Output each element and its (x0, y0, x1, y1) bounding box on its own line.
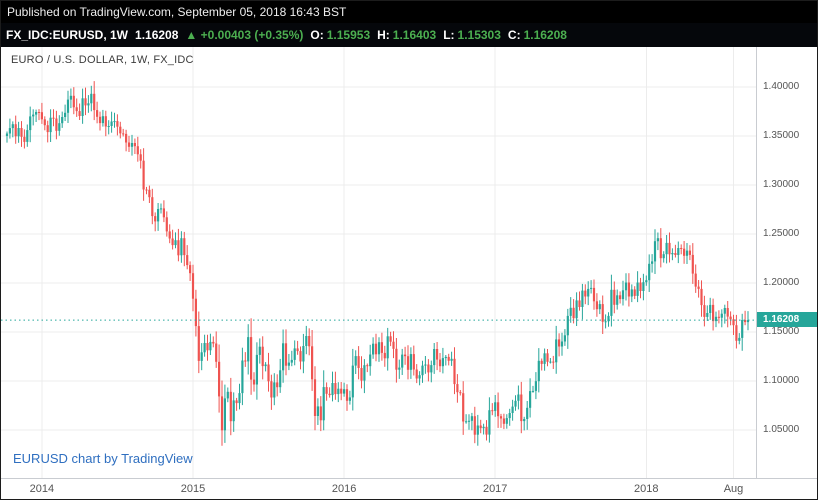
open-value: 1.15953 (326, 28, 371, 42)
y-axis-label: 1.30000 (763, 179, 800, 190)
last-price-value: 1.16208 (135, 28, 179, 42)
ohlc-low: L: 1.15303 (443, 28, 501, 42)
open-label: O: (310, 28, 324, 42)
y-axis-label: 1.40000 (763, 81, 800, 92)
y-axis-label: 1.15000 (763, 326, 800, 337)
time-axis[interactable]: 2014 2015 2016 2017 2018 Aug (1, 478, 817, 499)
symbol-info-bar: FX_IDC:EURUSD, 1W 1.16208 ▲ +0.00403 (+0… (1, 23, 817, 47)
close-value: 1.16208 (523, 28, 567, 42)
candlestick-plot[interactable]: EURO / U.S. DOLLAR, 1W, FX_IDC EURUSD ch… (1, 47, 757, 478)
low-label: L: (443, 28, 455, 42)
chart-area: EURO / U.S. DOLLAR, 1W, FX_IDC EURUSD ch… (1, 47, 817, 478)
x-axis-label: 2016 (331, 483, 357, 495)
ohlc-close: C: 1.16208 (508, 28, 567, 42)
high-label: H: (377, 28, 390, 42)
symbol-name: FX_IDC:EURUSD, 1W (6, 28, 129, 42)
y-axis-label: 1.25000 (763, 228, 800, 239)
high-value: 1.16403 (392, 28, 437, 42)
y-axis-label: 1.35000 (763, 130, 800, 141)
candlestick-chart[interactable] (1, 47, 756, 478)
tradingview-attribution-link[interactable]: EURUSD chart by TradingView (13, 451, 193, 466)
x-axis-label: 2017 (482, 483, 508, 495)
low-value: 1.15303 (457, 28, 501, 42)
x-axis-label: 2014 (29, 483, 55, 495)
chart-title: EURO / U.S. DOLLAR, 1W, FX_IDC (11, 54, 194, 66)
ohlc-high: H: 1.16403 (377, 28, 436, 42)
price-axis[interactable]: 1.16208 1.40000 1.35000 1.30000 1.25000 1.20… (757, 47, 817, 478)
up-arrow-icon: ▲ (185, 28, 198, 42)
published-caption: Published on TradingView.com, September … (1, 1, 817, 23)
y-axis-label: 1.10000 (763, 375, 800, 386)
x-axis-label: 2015 (180, 483, 206, 495)
y-axis-label: 1.20000 (763, 277, 800, 288)
x-axis-label: Aug (723, 483, 744, 495)
last-price-axis-label: 1.16208 (757, 312, 817, 328)
x-axis-label: 2018 (634, 483, 659, 495)
ohlc-open: O: 1.15953 (310, 28, 370, 42)
y-axis-label: 1.05000 (763, 424, 800, 435)
change-value: +0.00403 (+0.35%) (200, 28, 304, 42)
close-label: C: (507, 28, 521, 42)
price-change: ▲ +0.00403 (+0.35%) (185, 28, 303, 42)
